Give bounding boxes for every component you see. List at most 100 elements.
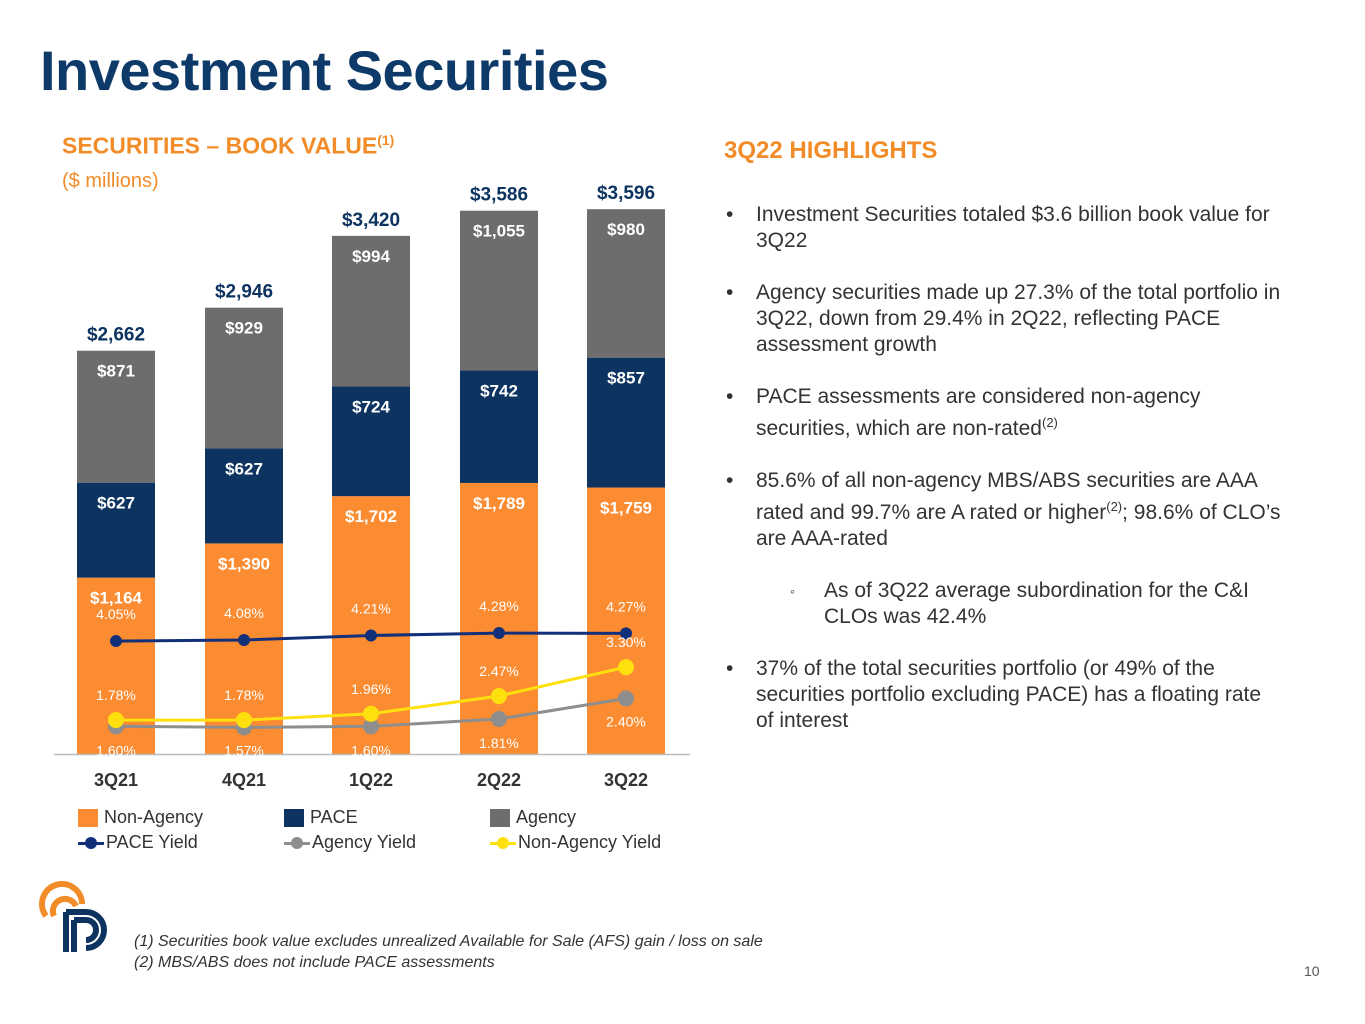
legend-label: PACE Yield [106, 832, 198, 852]
yield-value-label: 1.57% [224, 742, 264, 758]
yield-point [618, 690, 634, 707]
legend-item-pace-yield: PACE Yield [78, 831, 284, 854]
total-value-label: $3,420 [342, 210, 400, 231]
bar-pace-3q22 [587, 357, 665, 488]
legend-line-swatch-pace-yield [78, 834, 104, 852]
footnotes: (1) Securities book value excludes unrea… [134, 931, 763, 973]
bullet-mark: • [726, 657, 734, 680]
yield-value-label: 4.27% [606, 598, 646, 614]
bullet-text: PACE assessments are considered non-agen… [756, 385, 1201, 440]
legend-label: Agency Yield [312, 832, 417, 852]
highlight-bullet: • PACE assessments are considered non-age… [724, 384, 1284, 442]
bar-agency-1q22 [332, 235, 410, 387]
bullet-text: Agency securities made up 27.3% of the t… [756, 281, 1281, 356]
highlight-bullet: • Agency securities made up 27.3% of the … [724, 280, 1284, 358]
segment-value-label: $627 [225, 459, 263, 478]
legend-swatch-pace [284, 808, 304, 827]
yield-point [238, 634, 250, 647]
segment-value-label: $871 [97, 362, 135, 381]
segment-value-label: $1,702 [345, 507, 397, 526]
bullet-mark: • [726, 203, 734, 226]
yield-value-label: 2.40% [606, 713, 646, 729]
highlights-heading: 3Q22 HIGHLIGHTS [724, 137, 938, 164]
yield-point [491, 711, 507, 728]
segment-value-label: $857 [607, 369, 645, 388]
yield-point [493, 627, 505, 640]
bar-agency-3q22 [587, 209, 665, 358]
page-title: Investment Securities [40, 39, 609, 102]
legend-item-non-agency: Non-Agency [78, 806, 284, 829]
bar-agency-4q21 [205, 307, 283, 449]
bar-non-agency-2q22 [460, 482, 538, 754]
bar-non-agency-3q22 [587, 487, 665, 754]
segment-value-label: $1,164 [90, 589, 143, 608]
legend-line-swatch-non-agency-yield [490, 834, 516, 852]
segment-value-label: $742 [480, 382, 518, 401]
yield-value-label: 1.78% [224, 687, 264, 703]
yield-value-label: 4.05% [96, 606, 136, 622]
bar-pace-4q21 [205, 448, 283, 544]
highlight-sub-bullet: ◦ As of 3Q22 average subordination for th… [724, 578, 1284, 630]
segment-value-label: $1,055 [473, 222, 525, 241]
segment-value-label: $1,759 [600, 499, 652, 518]
sub-bullet-mark: ◦ [790, 583, 795, 599]
yield-value-label: 1.96% [351, 681, 391, 697]
x-tick-label: 4Q21 [222, 770, 266, 790]
yield-value-label: 1.60% [351, 742, 391, 758]
x-tick-label: 3Q21 [94, 770, 138, 790]
yield-point [236, 712, 252, 729]
yield-value-label: 4.28% [479, 598, 519, 614]
bullet-mark: • [726, 469, 734, 492]
yield-value-label: 1.78% [96, 687, 136, 703]
chart-heading-footnote-ref: (1) [377, 132, 395, 148]
yield-point [491, 688, 507, 705]
bar-pace-1q22 [332, 386, 410, 497]
legend-label: Non-Agency [104, 807, 204, 827]
highlight-bullet: • Investment Securities totaled $3.6 bill… [724, 202, 1284, 254]
yield-point [363, 705, 379, 722]
yield-value-label: 3.30% [606, 634, 646, 650]
segment-value-label: $929 [225, 319, 263, 338]
bar-agency-3q21 [77, 350, 155, 483]
chart-legend: Non-Agency PACE Agency PACE Yield Agency… [78, 806, 698, 854]
legend-line-swatch-agency-yield [284, 834, 310, 852]
highlights-list: • Investment Securities totaled $3.6 bill… [724, 202, 1284, 760]
page-number: 10 [1304, 963, 1320, 979]
legend-label: PACE [310, 807, 358, 827]
yield-point [618, 659, 634, 676]
segment-value-label: $1,789 [473, 494, 525, 513]
footnote-ref: (2) [1041, 415, 1058, 430]
footnote-2: (2) MBS/ABS does not include PACE assess… [134, 954, 495, 971]
footnote-ref: (2) [1106, 499, 1123, 514]
total-value-label: $3,596 [597, 183, 655, 204]
x-tick-label: 3Q22 [604, 770, 648, 790]
yield-value-label: 4.08% [224, 605, 264, 621]
stacked-bar-chart: $1,164 $627 $871 $2,662 3Q21 $1,390 $627 $929 $2… [54, 183, 690, 790]
legend-swatch-non-agency [78, 808, 98, 827]
highlight-bullet: • 37% of the total securities portfolio (… [724, 656, 1284, 734]
bar-pace-2q22 [460, 370, 538, 483]
legend-swatch-agency [490, 808, 510, 827]
highlight-bullet: • 85.6% of all non-agency MBS/ABS securit… [724, 468, 1284, 552]
yield-point [110, 635, 122, 648]
bar-pace-3q21 [77, 482, 155, 578]
segment-value-label: $1,390 [218, 554, 270, 573]
chart-unit-label: ($ millions) [62, 170, 159, 192]
company-logo [39, 881, 107, 952]
segment-value-label: $724 [352, 397, 390, 416]
bullet-mark: • [726, 281, 734, 304]
legend-item-pace: PACE [284, 806, 490, 829]
segment-value-label: $627 [97, 494, 135, 513]
legend-item-agency-yield: Agency Yield [284, 831, 490, 854]
bullet-text: 85.6% of all non-agency MBS/ABS securiti… [756, 469, 1257, 524]
legend-item-agency: Agency [490, 806, 696, 829]
bullet-mark: • [726, 385, 734, 408]
legend-label: Agency [516, 807, 577, 827]
segment-value-label: $980 [607, 220, 645, 239]
yield-value-label: 4.21% [351, 600, 391, 616]
yield-point [365, 629, 377, 642]
yield-value-label: 1.60% [96, 742, 136, 758]
total-value-label: $2,662 [87, 325, 145, 346]
bullet-text: As of 3Q22 average subordination for the… [824, 579, 1249, 628]
x-tick-label: 2Q22 [477, 770, 521, 790]
